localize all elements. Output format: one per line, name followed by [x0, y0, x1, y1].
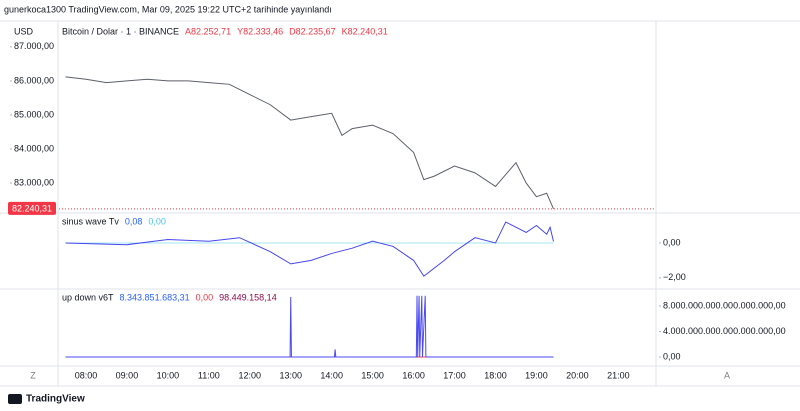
y-tick-label: 87.000,00	[14, 41, 54, 51]
legend-text: D82.235,67	[289, 26, 336, 36]
x-tick-label: 15:00	[361, 370, 384, 380]
y-tick-label: 0,00	[663, 237, 681, 247]
y-tick-label: 84.000,00	[14, 143, 54, 153]
x-tick-label: 12:00	[239, 370, 262, 380]
x-tick-label: 14:00	[320, 370, 343, 380]
legend-text: 0,00	[148, 216, 166, 226]
x-tick-label: 21:00	[607, 370, 630, 380]
last-price-box	[8, 201, 56, 215]
x-tick-label: 18:00	[484, 370, 507, 380]
scale-button[interactable]: Z	[30, 370, 36, 380]
y-tick-label: 0,00	[663, 351, 681, 361]
scale-button[interactable]: A	[724, 370, 730, 380]
x-tick-label: 16:00	[402, 370, 425, 380]
legend-text: A82.252,71	[185, 26, 231, 36]
brand-name: TradingView	[26, 394, 85, 405]
legend-text: 0,00	[196, 292, 214, 302]
x-tick-label: 17:00	[443, 370, 466, 380]
publisher-line: gunerkoca1300 TradingView.com, Mar 09, 2…	[4, 4, 332, 14]
y-tick-label: −2,00	[663, 272, 686, 282]
legend-text: Bitcoin / Dolar · 1 · BINANCE	[62, 26, 179, 36]
legend-text: 8.343.851.683,31	[120, 292, 190, 302]
legend-text: up down v6T	[62, 292, 114, 302]
x-tick-label: 10:00	[157, 370, 180, 380]
legend-text: 0,08	[125, 216, 143, 226]
x-tick-label: 09:00	[116, 370, 139, 380]
x-tick-label: 08:00	[75, 370, 98, 380]
x-tick-label: 13:00	[279, 370, 302, 380]
x-tick-label: 20:00	[566, 370, 589, 380]
x-tick-label: 19:00	[525, 370, 548, 380]
brand[interactable]: TradingView	[8, 394, 85, 405]
series-line	[65, 76, 554, 210]
y-tick-label: 4.000.000.000.000.000.000,00	[663, 326, 786, 336]
brand-logo	[8, 394, 22, 404]
legend-text: 98.449.158,14	[219, 292, 277, 302]
legend-text: Y82.333,46	[237, 26, 283, 36]
last-price-label: 82.240,31	[12, 203, 52, 213]
y-tick-label: 83.000,00	[14, 177, 54, 187]
x-tick-label: 11:00	[198, 370, 220, 380]
legend-text: sinus wave Tv	[62, 216, 119, 226]
series-line	[65, 295, 554, 358]
currency-label: USD	[14, 26, 34, 36]
y-tick-label: 85.000,00	[14, 109, 54, 119]
series-line	[65, 221, 554, 277]
y-tick-label: 86.000,00	[14, 75, 54, 85]
legend-text: K82.240,31	[342, 26, 388, 36]
y-tick-label: 8.000.000.000.000.000.000,00	[663, 300, 786, 310]
